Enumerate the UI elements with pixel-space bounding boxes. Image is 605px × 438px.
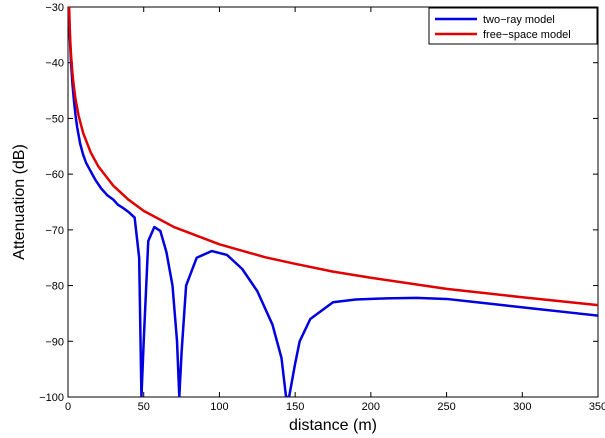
y-tick-label: −40 bbox=[45, 58, 64, 70]
x-tick-label: 350 bbox=[589, 401, 605, 413]
legend-label: free−space model bbox=[483, 29, 571, 41]
y-tick-label: −90 bbox=[45, 336, 64, 348]
plot-area bbox=[67, 6, 599, 398]
legend: two−ray model free−space model bbox=[428, 7, 598, 45]
y-tick-label: −60 bbox=[45, 169, 64, 181]
y-tick-label: −70 bbox=[45, 225, 64, 237]
y-tick-label: −50 bbox=[45, 113, 64, 125]
x-tick-label: 300 bbox=[513, 401, 531, 413]
axis-ticks: 0 50 100 150 200 250 300 350 −100 −90 −80 −70 −60 −50… bbox=[39, 2, 605, 413]
series-line-two-ray-model bbox=[68, 9, 598, 397]
y-tick-label: −30 bbox=[45, 2, 64, 14]
series-group bbox=[68, 7, 598, 397]
legend-box bbox=[428, 7, 598, 45]
y-tick-label: −100 bbox=[39, 392, 64, 404]
x-tick-label: 250 bbox=[437, 401, 455, 413]
legend-label: two−ray model bbox=[483, 14, 555, 26]
x-tick-label: 150 bbox=[286, 401, 304, 413]
x-tick-label: 50 bbox=[138, 401, 150, 413]
y-axis-label: Attenuation (dB) bbox=[11, 144, 28, 260]
x-tick-label: 100 bbox=[210, 401, 228, 413]
y-tick-label: −80 bbox=[45, 281, 64, 293]
x-tick-label: 0 bbox=[65, 401, 71, 413]
x-axis-label: distance (m) bbox=[289, 417, 377, 434]
series-line-free-space-model bbox=[68, 7, 598, 307]
x-tick-label: 200 bbox=[362, 401, 380, 413]
